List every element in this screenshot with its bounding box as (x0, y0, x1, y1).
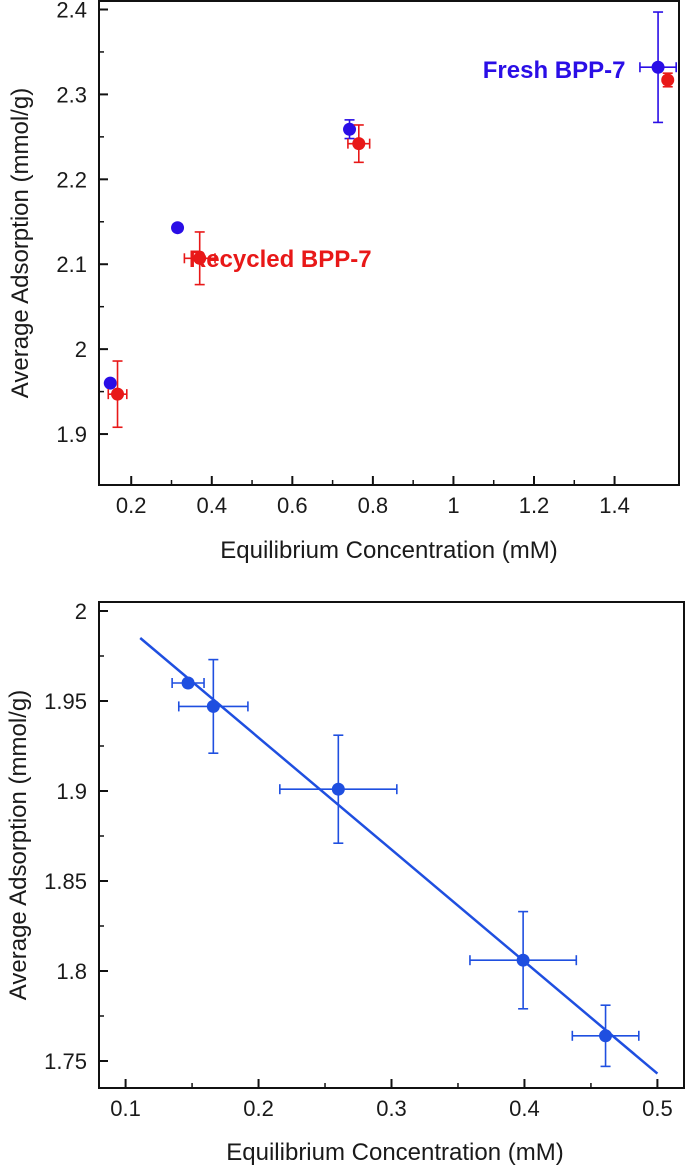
data-point (171, 676, 205, 690)
y-tick-label: 1.9 (56, 422, 87, 447)
data-marker (343, 122, 357, 136)
data-marker (206, 699, 220, 713)
annotation-recycled: Recycled BPP-7 (189, 246, 372, 273)
data-marker (651, 60, 665, 74)
x-tick-label: 1.4 (599, 493, 630, 518)
data-point (107, 360, 128, 429)
chart-bottom: 0.1 0.2 0.3 0.4 0.5 1.75 1.8 1.85 1.9 1.95 2 Equil… (5, 599, 685, 1166)
y-tick-label: 1.75 (44, 1049, 87, 1074)
data-point (103, 376, 117, 390)
x-tick-label: 0.6 (277, 493, 308, 518)
data-point (177, 658, 249, 754)
data-marker (193, 251, 207, 265)
chart-top: 0.2 0.4 0.6 0.8 1 1.2 1.4 1.9 2 2.1 2.2 2.3 2.4 Equi… (7, 0, 680, 564)
data-point (343, 119, 357, 140)
data-point (469, 910, 578, 1010)
x-tick-label: 1.2 (519, 493, 550, 518)
data-point (183, 231, 216, 286)
annotation-fresh: Fresh BPP-7 (483, 57, 626, 84)
x-tick-label: 0.4 (196, 493, 227, 518)
x-tick-label: 1 (447, 493, 459, 518)
data-marker (171, 221, 185, 235)
data-point (347, 124, 371, 164)
y-tick-label: 2.2 (56, 167, 87, 192)
x-axis-title: Equilibrium Concentration (mM) (220, 537, 557, 564)
y-tick-label: 2.4 (56, 0, 87, 22)
plot-frame (98, 0, 680, 486)
data-point (639, 11, 677, 124)
x-tick-label: 0.1 (110, 1096, 141, 1121)
data-marker (103, 376, 117, 390)
y-tick-label: 1.95 (44, 689, 87, 714)
y-axis-title: Average Adsorption (mmol/g) (7, 88, 34, 398)
x-tick-label: 0.2 (116, 493, 147, 518)
x-tick-label: 0.8 (358, 493, 389, 518)
y-tick-label: 1.9 (56, 779, 87, 804)
data-marker (599, 1029, 613, 1043)
data-point (661, 72, 675, 88)
data-marker (352, 137, 366, 151)
data-marker (331, 782, 345, 796)
y-tick-label: 2 (75, 599, 87, 624)
data-marker (661, 73, 675, 87)
fit-line (139, 637, 659, 1075)
x-tick-label: 0.3 (376, 1096, 407, 1121)
data-point (279, 734, 398, 845)
x-tick-label: 0.5 (642, 1096, 673, 1121)
data-marker (516, 953, 530, 967)
data-point (571, 1004, 640, 1068)
y-tick-label: 2.3 (56, 82, 87, 107)
y-tick-label: 2.1 (56, 252, 87, 277)
y-tick-label: 1.85 (44, 869, 87, 894)
data-marker (111, 387, 125, 401)
data-marker (181, 676, 195, 690)
y-tick-label: 2 (75, 337, 87, 362)
y-axis-title: Average Adsorption (mmol/g) (5, 690, 32, 1000)
plot-frame (98, 601, 685, 1089)
data-point (171, 221, 185, 235)
y-tick-label: 1.8 (56, 959, 87, 984)
x-tick-label: 0.4 (509, 1096, 540, 1121)
x-axis-title: Equilibrium Concentration (mM) (226, 1139, 563, 1166)
x-tick-label: 0.2 (243, 1096, 274, 1121)
